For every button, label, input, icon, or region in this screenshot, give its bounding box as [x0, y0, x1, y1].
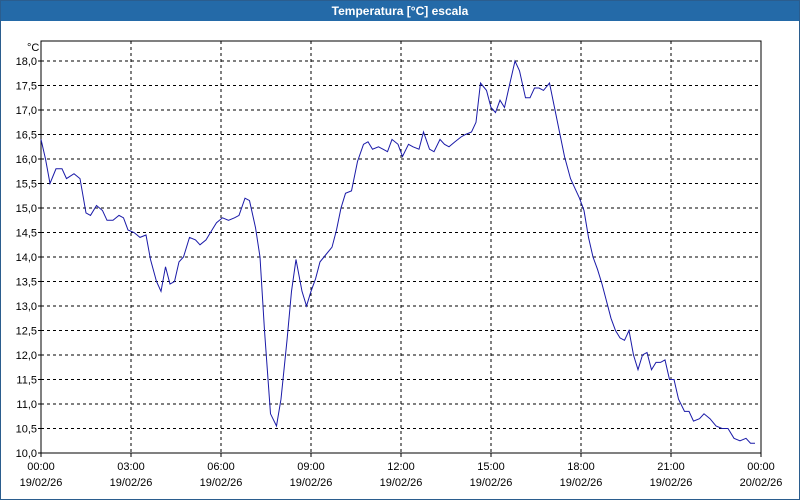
x-tick-date-label: 19/02/26 [380, 477, 423, 489]
y-tick-label: 14,0 [16, 252, 37, 264]
grid-lines [41, 41, 761, 453]
y-tick-label: 10,0 [16, 448, 37, 460]
y-tick-label: 15,0 [16, 203, 37, 215]
y-tick-label: 11,0 [16, 399, 37, 411]
y-tick-label: 11,5 [16, 375, 37, 387]
chart-title: Temperatura [°C] escala [1, 1, 799, 21]
x-tick-time-label: 12:00 [387, 461, 415, 473]
y-axis-unit-label: °C [27, 42, 39, 54]
y-tick-label: 16,0 [16, 154, 37, 166]
x-tick-date-label: 19/02/26 [200, 477, 243, 489]
x-tick-time-label: 00:00 [27, 461, 55, 473]
x-tick-date-label: 19/02/26 [650, 477, 693, 489]
x-tick-date-label: 19/02/26 [20, 477, 63, 489]
y-tick-label: 10,5 [16, 424, 37, 436]
x-tick-time-label: 18:00 [567, 461, 595, 473]
x-tick-time-label: 06:00 [207, 461, 235, 473]
series-group [40, 59, 755, 444]
y-tick-label: 12,0 [16, 350, 37, 362]
x-axis-ticks: 00:00 19/02/26 03:00 19/02/26 06:00 19/02/26 0… [20, 453, 783, 489]
x-tick-time-label: 03:00 [117, 461, 145, 473]
temperature-series-line [40, 59, 755, 444]
y-tick-label: 15,5 [16, 179, 37, 191]
x-tick-date-label: 20/02/26 [740, 477, 783, 489]
y-tick-label: 12,5 [16, 326, 37, 338]
x-tick-date-label: 19/02/26 [470, 477, 513, 489]
x-tick-time-label: 00:00 [747, 461, 775, 473]
x-tick-time-label: 09:00 [297, 461, 325, 473]
y-tick-label: 16,5 [16, 130, 37, 142]
x-tick-time-label: 15:00 [477, 461, 505, 473]
temperature-chart: 10,0 10,5 11,0 11,5 12,0 12,5 13,0 13,5 14,0 14,5… [16, 40, 783, 489]
y-tick-label: 14,5 [16, 228, 37, 240]
y-tick-label: 17,5 [16, 81, 37, 93]
y-axis-ticks: 10,0 10,5 11,0 11,5 12,0 12,5 13,0 13,5 14,0 14,5… [16, 56, 41, 460]
y-tick-label: 18,0 [16, 56, 37, 68]
x-tick-time-label: 21:00 [657, 461, 685, 473]
y-tick-label: 17,0 [16, 105, 37, 117]
y-tick-label: 13,5 [16, 277, 37, 289]
y-tick-label: 13,0 [16, 301, 37, 313]
x-tick-date-label: 19/02/26 [110, 477, 153, 489]
x-tick-date-label: 19/02/26 [290, 477, 333, 489]
x-tick-date-label: 19/02/26 [560, 477, 603, 489]
